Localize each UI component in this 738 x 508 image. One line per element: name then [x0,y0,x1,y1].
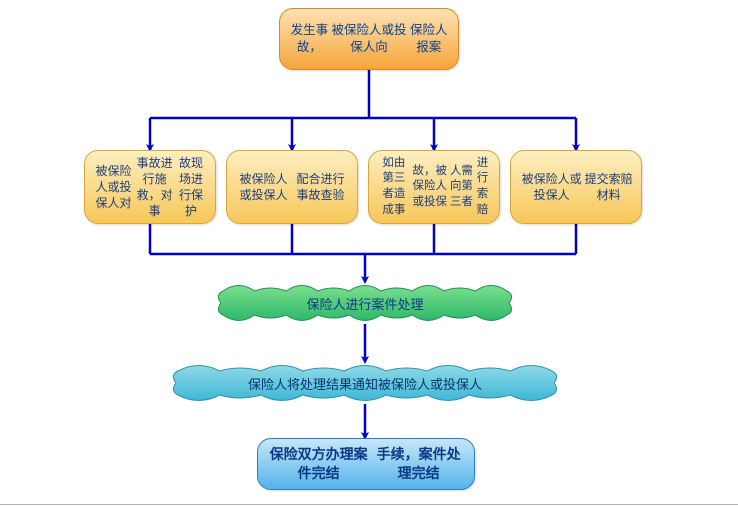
node-end: 保险双方办理案件完结手续，案件处理完结 [257,438,475,490]
node-case-processing: 保险人进行案件处理 [215,278,515,328]
node-case-processing-label: 保险人进行案件处理 [215,278,515,328]
node-start: 发生事故，被保险人或投保人向保险人报案 [279,8,459,70]
flow-arrows [0,0,738,508]
bottom-divider [0,504,738,505]
node-notify-result: 保险人将处理结果通知被保险人或投保人 [170,358,560,408]
node-investigation: 被保险人或投保人配合进行事故查验 [226,150,358,224]
node-submit-materials: 被保险人或投保人提交索赔材料 [510,150,642,224]
node-third-party-claim: 如由第三者造成事故，被保险人或投保人需向第三者进行索赔 [368,150,500,224]
node-notify-result-label: 保险人将处理结果通知被保险人或投保人 [170,358,560,408]
node-rescue-protect: 被保险人或投保人对事故进行施救，对事故现场进行保护 [84,150,216,224]
